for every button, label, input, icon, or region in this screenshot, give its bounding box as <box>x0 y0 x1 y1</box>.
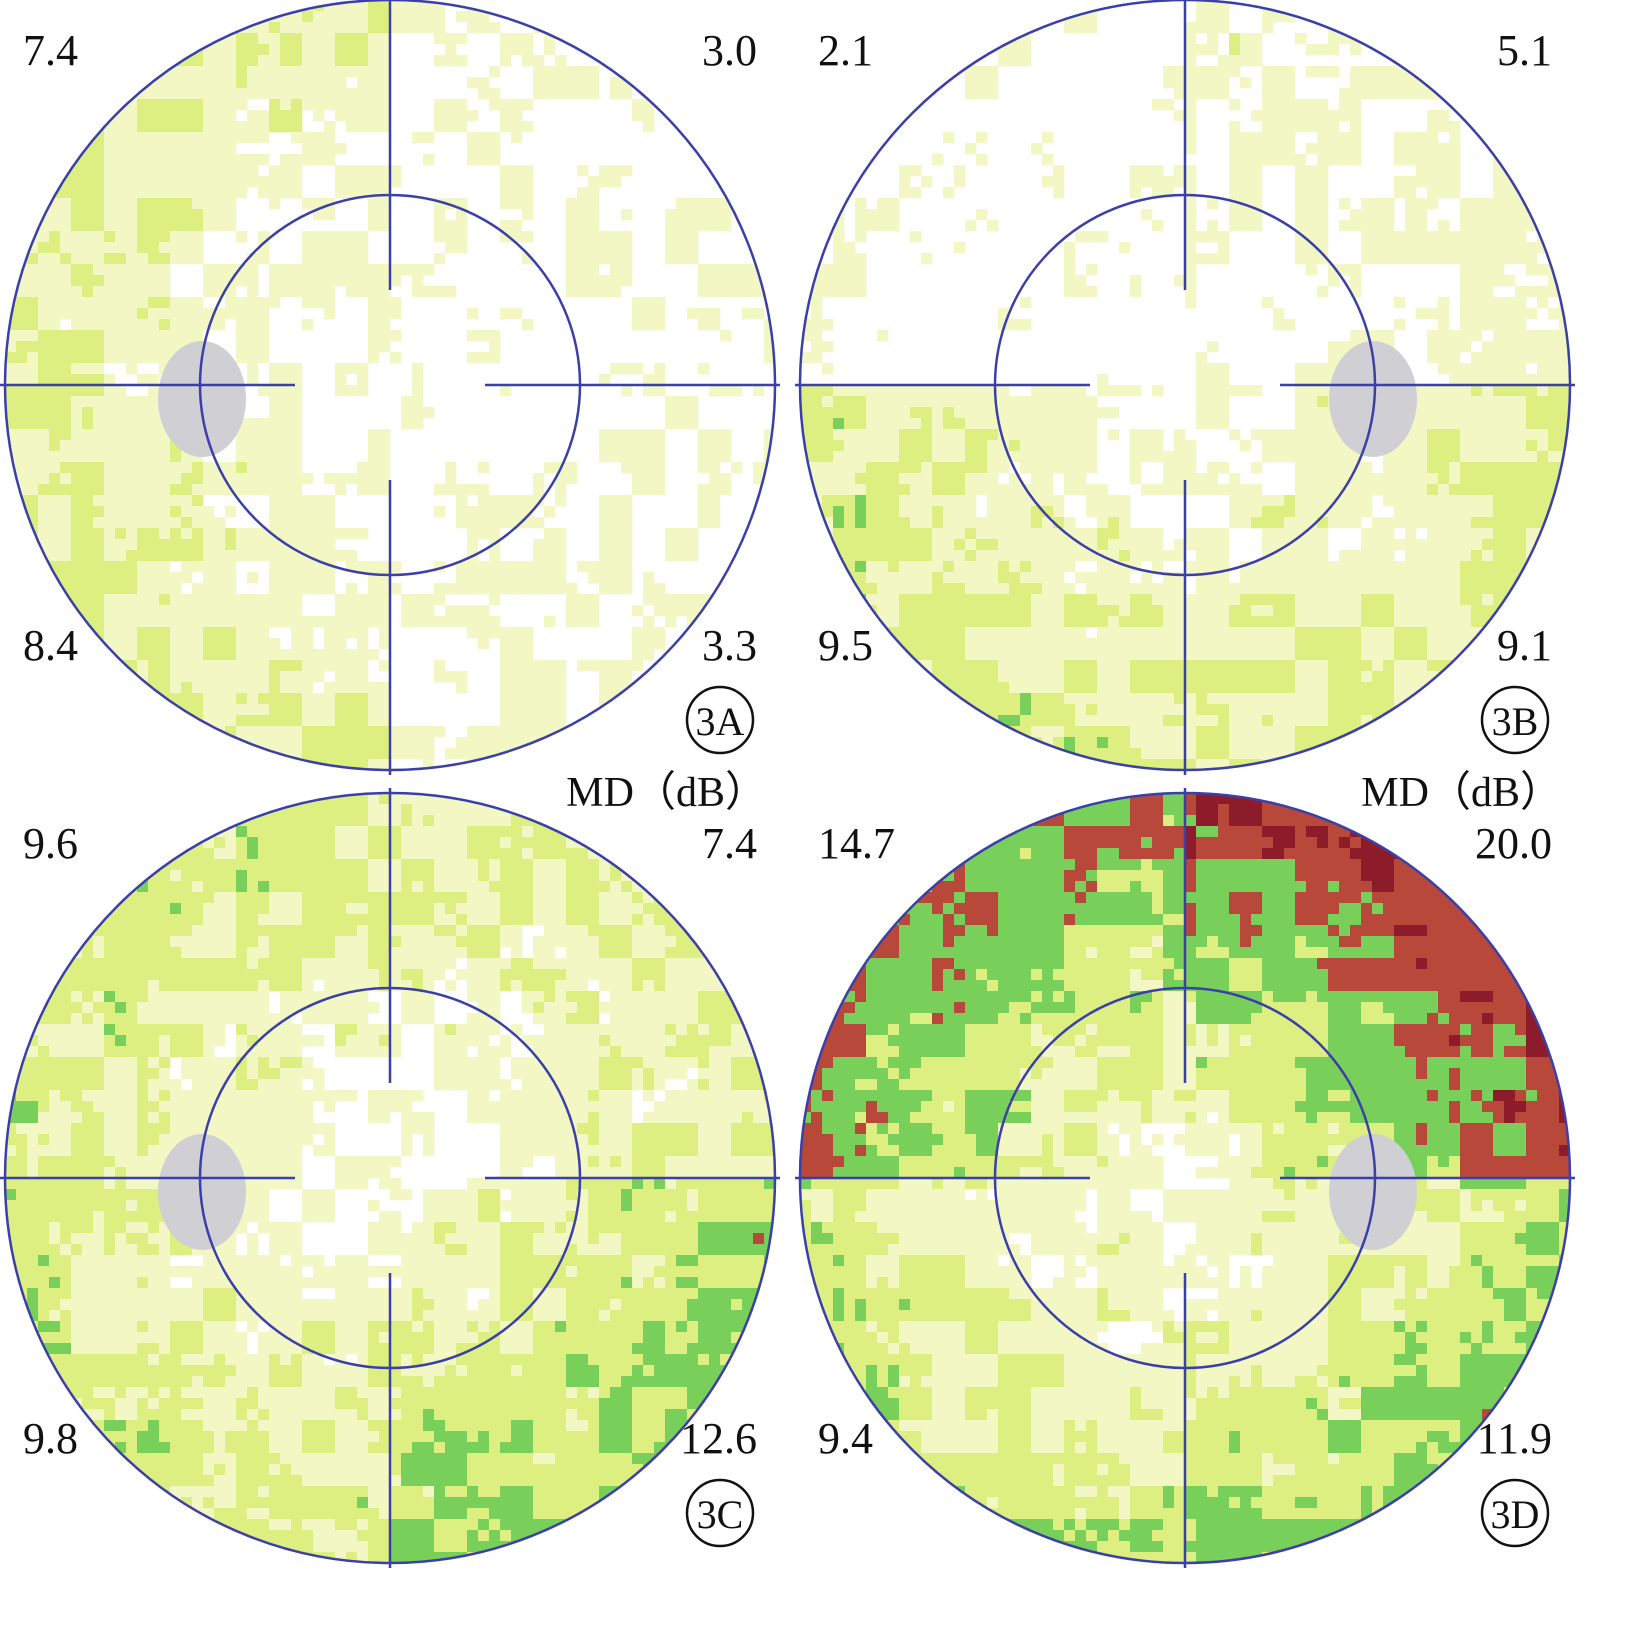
md-value-br: 12.6 <box>680 1414 757 1463</box>
md-value-tr: 20.0 <box>1475 819 1552 868</box>
visual-field-panel-3a: 7.4 3.0 8.4 3.3 3A <box>0 0 780 775</box>
panel-label-circle <box>685 1478 755 1548</box>
visual-field-panel-3d: 14.7 20.0 9.4 11.9 MD（dB） 3D <box>795 770 1575 1568</box>
md-value-tl: 9.6 <box>23 819 78 868</box>
md-value-tl: 7.4 <box>23 26 78 75</box>
panel-label-circle <box>685 685 755 755</box>
axis-lines <box>795 788 1575 1568</box>
md-value-bl: 9.8 <box>23 1414 78 1463</box>
md-value-br: 11.9 <box>1477 1414 1552 1463</box>
panel-label-circle <box>1480 685 1550 755</box>
md-value-tr: 7.4 <box>702 819 757 868</box>
md-value-tr: 3.0 <box>702 26 757 75</box>
blind-spot <box>158 1134 246 1250</box>
panel-label: 3B <box>1492 699 1539 744</box>
panel-label: 3D <box>1491 1492 1540 1537</box>
visual-field-panel-3b: 2.1 5.1 9.5 9.1 3B <box>795 0 1575 775</box>
md-value-tr: 5.1 <box>1497 26 1552 75</box>
md-value-tl: 14.7 <box>818 819 895 868</box>
panel-label: 3A <box>696 699 745 744</box>
md-header: MD（dB） <box>1361 770 1562 816</box>
axis-lines <box>795 0 1575 775</box>
blind-spot <box>1329 1134 1417 1250</box>
md-value-br: 3.3 <box>702 621 757 670</box>
axis-lines <box>0 0 780 775</box>
md-header: MD（dB） <box>566 770 767 816</box>
blind-spot <box>158 341 246 457</box>
md-value-tl: 2.1 <box>818 26 873 75</box>
md-value-bl: 9.5 <box>818 621 873 670</box>
md-value-bl: 8.4 <box>23 621 78 670</box>
panel-label: 3C <box>697 1492 744 1537</box>
md-value-br: 9.1 <box>1497 621 1552 670</box>
visual-field-panel-3c: 9.6 7.4 9.8 12.6 MD（dB） 3C <box>0 770 780 1568</box>
md-value-bl: 9.4 <box>818 1414 873 1463</box>
panel-label-circle <box>1480 1478 1550 1548</box>
blind-spot <box>1329 341 1417 457</box>
axis-lines <box>0 788 780 1568</box>
